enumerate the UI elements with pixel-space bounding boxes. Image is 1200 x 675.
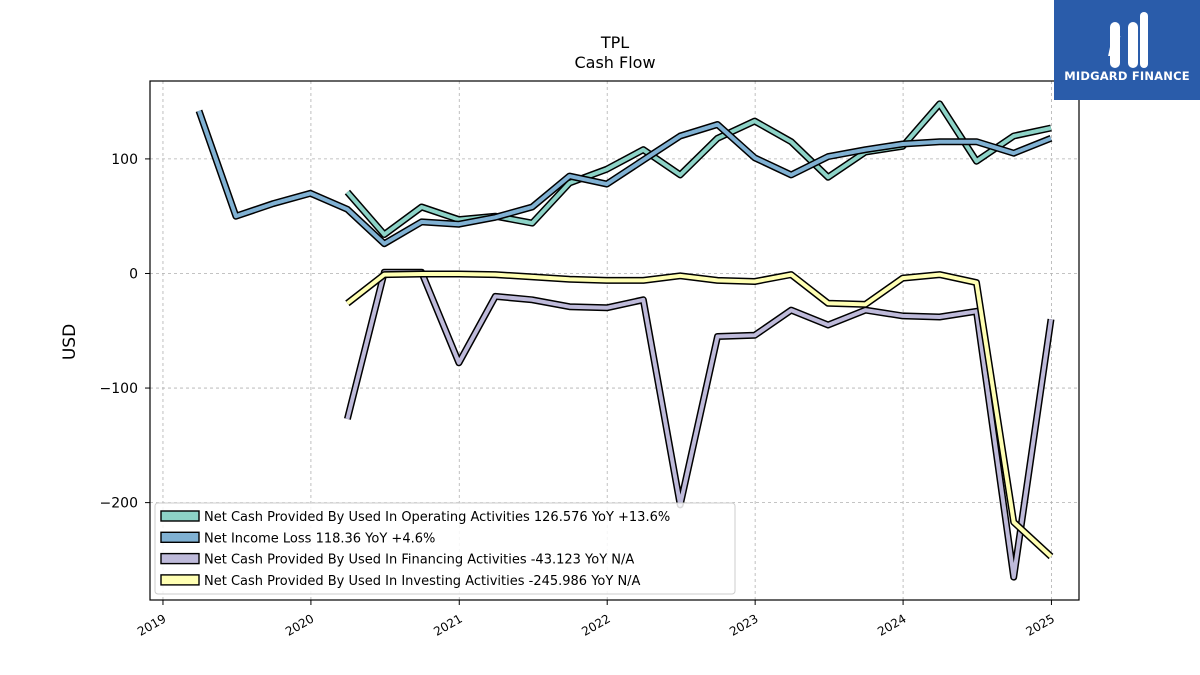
legend-swatch: [160, 552, 200, 565]
legend-entry: Net Income Loss 118.36 YoY +4.6%: [160, 531, 435, 546]
legend-swatch: [160, 574, 200, 586]
series-1: [344, 100, 1052, 238]
legend-label: Net Income Loss 118.36 YoY +4.6%: [204, 531, 435, 546]
y-tick-label: 100: [111, 152, 138, 168]
series-4: [345, 270, 1054, 560]
legend-swatch: [160, 510, 200, 522]
x-axis: 2019 2020 2021 2022 2023 2024 2025: [135, 600, 1057, 639]
y-axis: −200 −100 0 100: [100, 152, 150, 512]
chart-title: TPL: [600, 33, 629, 52]
x-tick-label: 2022: [579, 611, 612, 638]
y-tick-label: −100: [100, 381, 138, 397]
legend-label: Net Cash Provided By Used In Investing A…: [204, 574, 641, 589]
legend-entry: Net Cash Provided By Used In Financing A…: [160, 552, 634, 568]
legend-box: [154, 502, 736, 595]
x-tick-label: 2024: [875, 611, 908, 638]
x-tick-label: 2020: [283, 611, 316, 638]
series-line: [346, 272, 1053, 558]
series-3: [344, 268, 1055, 581]
x-tick-label: 2025: [1023, 611, 1056, 638]
series-lines: [195, 100, 1055, 581]
y-tick-label: 0: [129, 266, 138, 282]
legend-swatch: [160, 531, 200, 543]
brand-logo: MIDGARD FINANCE: [1054, 0, 1200, 100]
plot-frame: [149, 80, 1080, 601]
legend-entry: Net Cash Provided By Used In Investing A…: [160, 574, 641, 589]
series-line: [345, 101, 1052, 237]
legend-entry: Net Cash Provided By Used In Operating A…: [160, 510, 670, 525]
brand-logo-mark-icon: [1108, 12, 1148, 68]
x-tick-label: 2021: [431, 611, 464, 638]
y-axis-label: USD: [60, 324, 80, 360]
legend-label: Net Cash Provided By Used In Financing A…: [204, 553, 634, 568]
brand-name: MIDGARD FINANCE: [1064, 69, 1190, 83]
x-tick-label: 2023: [727, 611, 760, 638]
series-line: [345, 270, 1053, 580]
series-line: [197, 110, 1052, 246]
legend: Net Cash Provided By Used In Operating A…: [154, 502, 736, 595]
y-tick-label: −200: [100, 496, 138, 512]
x-tick-label: 2019: [135, 611, 168, 638]
series-2: [195, 109, 1053, 248]
chart-subtitle: Cash Flow: [574, 53, 655, 72]
legend-label: Net Cash Provided By Used In Operating A…: [204, 510, 670, 525]
